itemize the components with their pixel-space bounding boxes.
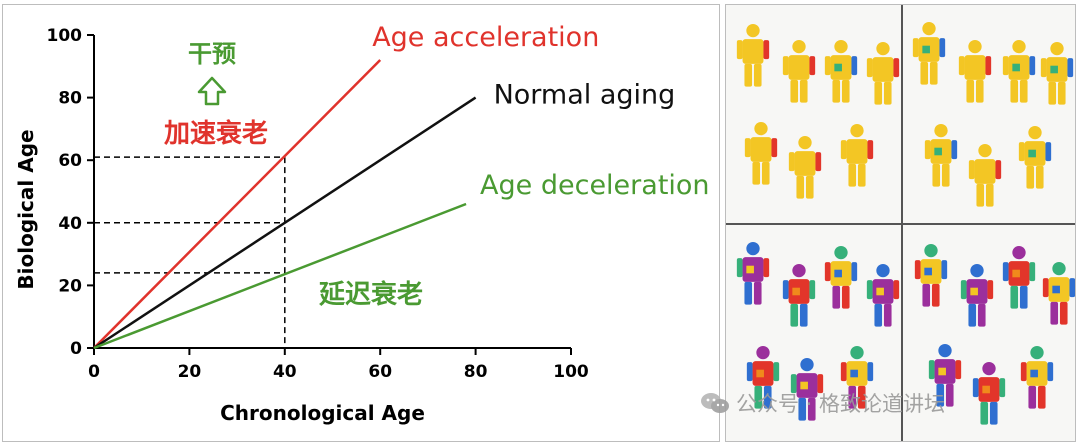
person-icon: [790, 357, 824, 421]
person-icon: [960, 263, 994, 327]
x-tick-label: 20: [178, 362, 202, 382]
watermark: 公众号 · 格致论道讲坛: [700, 388, 945, 420]
watermark-text: 公众号 · 格致论道讲坛: [736, 392, 946, 416]
human-figure-grid: [726, 5, 1075, 441]
person-icon: [782, 39, 816, 103]
up-arrow-icon: [197, 76, 227, 106]
person-icon: [736, 241, 770, 305]
person-icon: [736, 23, 770, 87]
series-label-2: Age deceleration: [480, 170, 710, 201]
x-axis-label: Chronological Age: [220, 401, 425, 425]
annotation-accelerated-aging: 加速衰老: [164, 118, 268, 149]
person-icon: [972, 361, 1006, 425]
x-tick-label: 0: [88, 362, 100, 382]
y-tick-label: 40: [58, 214, 82, 234]
person-icon: [782, 263, 816, 327]
person-icon: [788, 135, 822, 199]
person-icon: [1020, 345, 1054, 409]
person-icon: [928, 343, 962, 407]
person-icon: [840, 123, 874, 187]
person-icon: [924, 123, 958, 187]
person-icon: [912, 21, 946, 85]
y-axis-label: Biological Age: [14, 129, 38, 289]
y-tick-label: 0: [70, 339, 82, 359]
x-tick-label: 40: [273, 362, 297, 382]
series-line-1: [93, 96, 477, 350]
person-icon: [1042, 261, 1075, 325]
series-line-0: [93, 59, 382, 349]
person-icon: [824, 245, 858, 309]
annotation-intervene: 干预: [188, 40, 236, 68]
person-icon: [968, 143, 1002, 207]
series-label-0: Age acceleration: [372, 22, 599, 53]
person-icon: [744, 121, 778, 185]
x-tick-label: 100: [553, 362, 589, 382]
y-tick-label: 80: [58, 89, 82, 109]
series-line-2: [93, 202, 467, 350]
y-tick-label: 100: [47, 26, 83, 46]
aging-chart: 0 20 40 60 80 100 0 20 40 60 80 100 Chronological Ag…: [14, 22, 710, 425]
person-icon: [866, 263, 900, 327]
person-icon: [1002, 39, 1036, 103]
person-icon: [958, 39, 992, 103]
wechat-icon: [700, 391, 730, 420]
x-tick-label: 60: [368, 362, 392, 382]
person-icon: [840, 345, 874, 409]
person-icon: [746, 345, 780, 409]
chart-panel: 0 20 40 60 80 100 0 20 40 60 80 100 Chronological Ag…: [2, 4, 720, 442]
person-icon: [824, 39, 858, 103]
person-icon: [1018, 125, 1052, 189]
person-icon: [1040, 41, 1074, 105]
annotation-delayed-aging: 延迟衰老: [318, 279, 423, 310]
x-tick-label: 80: [464, 362, 488, 382]
series-label-1: Normal aging: [494, 80, 676, 111]
aging-figures-panel: [725, 4, 1076, 442]
y-tick-label: 60: [58, 151, 82, 171]
y-tick-label: 20: [58, 276, 82, 296]
person-icon: [914, 243, 948, 307]
person-icon: [1002, 245, 1036, 309]
person-icon: [866, 41, 900, 105]
